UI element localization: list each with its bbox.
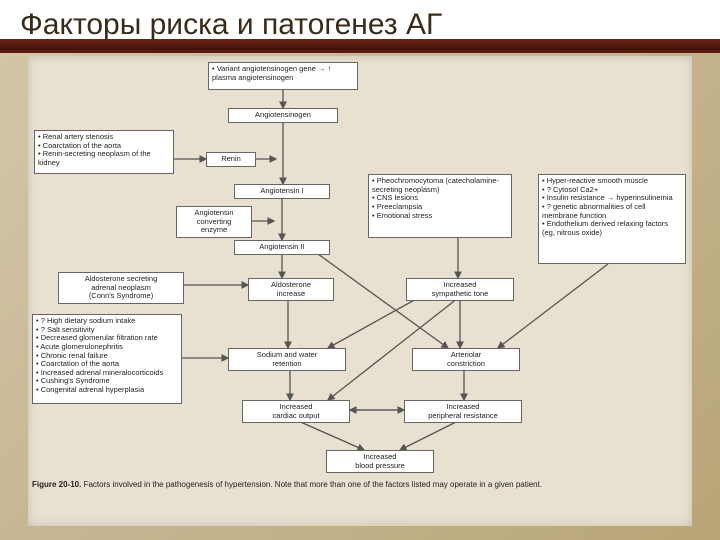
- edge-19: [400, 420, 460, 450]
- slide-title: Факторы риска и патогенез АГ: [20, 8, 700, 42]
- node-n_bp: Increasedblood pressure: [326, 450, 434, 473]
- title-bar: Факторы риска и патогенез АГ: [0, 0, 720, 53]
- node-n_ang2: Angiotensin II: [234, 240, 330, 255]
- node-n_ace: Angiotensinconvertingenzyme: [176, 206, 252, 238]
- node-n_peripheral: Increasedperipheral resistance: [404, 400, 522, 423]
- node-n_ang1: Angiotensin I: [234, 184, 330, 199]
- edge-8: [498, 264, 608, 348]
- node-n_pheo: Pheochromocytoma (catecholamine-secretin…: [368, 174, 512, 238]
- node-n_symp: Increasedsympathetic tone: [406, 278, 514, 301]
- node-n_cardiac: Increasedcardiac output: [242, 400, 350, 423]
- edge-18: [296, 420, 364, 450]
- node-n_sodium_ret: Sodium and waterretention: [228, 348, 346, 371]
- node-n_sodium_intake: ? High dietary sodium intake? Salt sensi…: [32, 314, 182, 404]
- figure-caption: Figure 20-10. Factors involved in the pa…: [32, 480, 562, 490]
- edge-12: [328, 298, 418, 348]
- slide-root: Факторы риска и патогенез АГ Variant ang…: [0, 0, 720, 540]
- node-n_renal_stenosis: Renal artery stenosisCoarctation of the …: [34, 130, 174, 174]
- node-n_renin: Renin: [206, 152, 256, 167]
- node-n_aldo_inc: Aldosteroneincrease: [248, 278, 334, 301]
- node-n_smooth: Hyper-reactive smooth muscle? Cytosol Ca…: [538, 174, 686, 264]
- diagram-area: Variant angiotensinogen gene → ↑ plasma …: [28, 56, 692, 526]
- node-n_arteriolar: Arteriolarconstriction: [412, 348, 520, 371]
- node-n_aldo_neo: Aldosterone secretingadrenal neoplasm(Co…: [58, 272, 184, 304]
- node-n_gene: Variant angiotensinogen gene → ↑ plasma …: [208, 62, 358, 90]
- node-n_angiotensinogen: Angiotensinogen: [228, 108, 338, 123]
